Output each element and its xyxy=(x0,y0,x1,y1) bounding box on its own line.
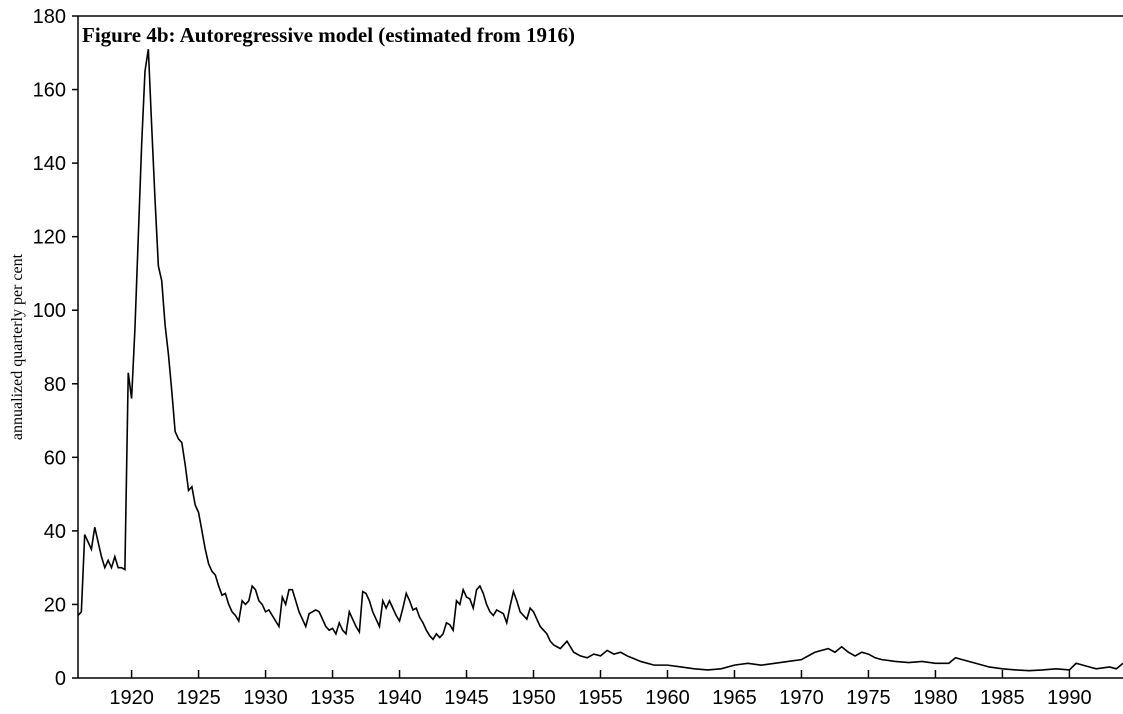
y-tick-label: 0 xyxy=(55,668,66,690)
chart-title: Figure 4b: Autoregressive model (estimat… xyxy=(82,23,575,47)
y-tick-label: 40 xyxy=(44,521,66,543)
x-tick-label: 1950 xyxy=(511,687,556,709)
data-line xyxy=(77,48,1123,672)
x-tick-label: 1920 xyxy=(109,687,154,709)
x-tick-label: 1925 xyxy=(176,687,221,709)
x-tick-label: 1940 xyxy=(377,687,422,709)
x-tick-label: 1970 xyxy=(779,687,824,709)
y-tick-label: 60 xyxy=(44,447,66,469)
x-tick-label: 1985 xyxy=(980,687,1025,709)
y-tick-label: 20 xyxy=(44,594,66,616)
y-tick-label: 80 xyxy=(44,374,66,396)
x-tick-label: 1955 xyxy=(578,687,623,709)
y-tick-label: 140 xyxy=(33,153,66,175)
x-tick-label: 1980 xyxy=(913,687,958,709)
y-tick-label: 120 xyxy=(33,227,66,249)
y-tick-label: 180 xyxy=(33,6,66,28)
y-axis-label: annualized quarterly per cent xyxy=(9,253,26,440)
y-tick-label: 100 xyxy=(33,300,66,322)
x-tick-label: 1930 xyxy=(243,687,288,709)
x-tick-label: 1935 xyxy=(310,687,355,709)
x-tick-label: 1975 xyxy=(846,687,891,709)
x-tick-label: 1960 xyxy=(645,687,690,709)
x-tick-label: 1990 xyxy=(1047,687,1092,709)
y-tick-label: 160 xyxy=(33,80,66,102)
x-tick-label: 1945 xyxy=(444,687,489,709)
x-tick-label: 1965 xyxy=(712,687,757,709)
